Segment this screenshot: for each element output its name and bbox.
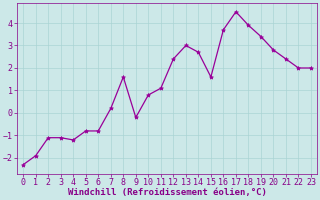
X-axis label: Windchill (Refroidissement éolien,°C): Windchill (Refroidissement éolien,°C) (68, 188, 267, 197)
